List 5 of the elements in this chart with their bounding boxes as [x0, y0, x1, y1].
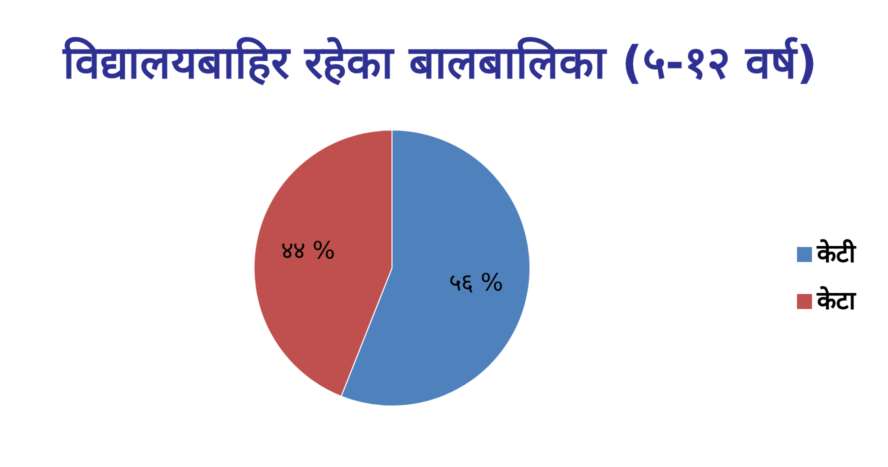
legend-label: केटा [816, 286, 857, 315]
legend-label: केटी [816, 238, 857, 268]
data-label: ५६ % [448, 268, 504, 297]
chart-title: विद्यालयबाहिर रहेका बालबालिका (५-१२ वर्ष) [62, 36, 818, 89]
data-label: ४४ % [280, 236, 336, 265]
